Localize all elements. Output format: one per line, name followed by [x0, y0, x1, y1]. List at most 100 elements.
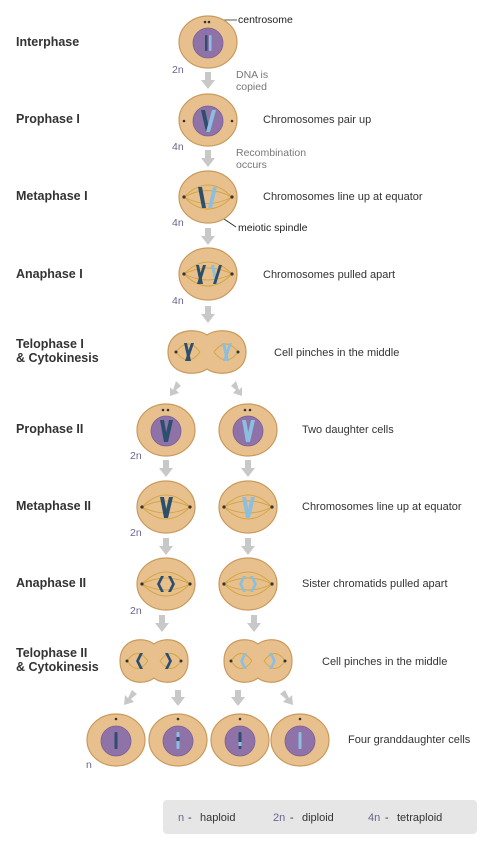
arrows [124, 72, 293, 706]
spindle-fiber [230, 653, 253, 662]
stage-label-metaphase-2: Metaphase II [16, 499, 91, 513]
cell-granddaughter-3 [210, 713, 270, 767]
arrow-down [247, 615, 261, 632]
legend-text-haploid: haploid [200, 812, 235, 824]
centrosome [207, 20, 211, 24]
cell-metaphase-2-left [136, 480, 196, 534]
centrosome [125, 659, 129, 663]
centrosome [222, 505, 226, 509]
spindle-fiber [183, 196, 233, 204]
centrosome [236, 350, 240, 354]
spindle-fiber [263, 660, 286, 669]
cell-prophase-2-right [218, 403, 278, 457]
stage-label-anaphase-2: Anaphase II [16, 576, 86, 590]
callouts: centrosome meiotic spindle [217, 14, 308, 234]
chromosome [164, 497, 173, 518]
spindle-fiber [183, 196, 233, 210]
cell-telophase-2-right [223, 639, 293, 683]
cell-prophase-1 [178, 93, 238, 147]
chromosome [198, 187, 206, 208]
centrosome [114, 717, 118, 721]
arrow-down [201, 228, 215, 245]
cell-body [178, 247, 238, 301]
centrosome [176, 717, 180, 721]
stage-label-telophase-2: Telophase II [16, 646, 87, 660]
centrosome [230, 195, 234, 199]
arrow-split-left [231, 690, 245, 706]
stage-label-cytokinesis-1: & Cytokinesis [16, 351, 99, 365]
stage-labels: Interphase Prophase I Metaphase I Anapha… [16, 35, 99, 674]
ploidy-metaphase-1: 4n [172, 217, 184, 229]
arrow-down [159, 538, 173, 555]
spindle-fiber [263, 653, 286, 662]
chromosome [223, 343, 232, 361]
arrow-split-left [170, 381, 181, 396]
spindle-fiber [141, 506, 191, 520]
centrosome [140, 582, 144, 586]
spindle-fiber [183, 261, 233, 275]
arrow-split-right [171, 690, 185, 706]
spindle-fiber [183, 184, 233, 198]
spindle-fiber [141, 583, 191, 597]
cell-anaphase-2-right [218, 557, 278, 611]
ploidy-granddaughter: n [86, 759, 92, 771]
annotations: DNA is copied Recombination occurs [236, 69, 306, 171]
arrow-down [201, 306, 215, 323]
spindle-fiber [223, 583, 273, 591]
chromatid [157, 576, 164, 592]
chromosome [246, 497, 255, 518]
centrosome [182, 195, 186, 199]
spindle-fiber [183, 190, 233, 198]
cell-body [136, 480, 196, 534]
centrosome [243, 408, 247, 412]
spindle-fiber [141, 494, 191, 508]
arrow-down [241, 538, 255, 555]
legend-symbol-diploid: 2n [273, 812, 285, 824]
cell-body [218, 480, 278, 534]
spindle-fiber [141, 500, 191, 508]
stage-label-cytokinesis-2: & Cytokinesis [16, 660, 99, 674]
legend-separator: - [290, 812, 294, 824]
chromosome [246, 420, 255, 442]
centrosome [203, 20, 207, 24]
chromosome-band [238, 742, 242, 746]
cell-metaphase-2-right [218, 480, 278, 534]
chromosome [213, 265, 222, 284]
desc-prophase-2: Two daughter cells [302, 424, 394, 436]
spindle-fiber [126, 653, 149, 662]
ploidy-prophase-2: 2n [130, 450, 142, 462]
desc-telophase-2: Cell pinches in the middle [322, 656, 447, 668]
desc-telophase-1: Cell pinches in the middle [274, 347, 399, 359]
chromatid [165, 653, 172, 669]
legend-symbol-tetraploid: 4n [368, 812, 380, 824]
legend-symbol-haploid: n [178, 812, 184, 824]
chromosome [238, 732, 242, 749]
chromosome [114, 732, 118, 749]
stage-descriptions: Chromosomes pair up Chromosomes line up … [263, 114, 471, 746]
legend-text-diploid: diploid [302, 812, 334, 824]
legend-box [163, 800, 477, 834]
stage-label-anaphase-1: Anaphase I [16, 267, 83, 281]
centrosome [182, 119, 186, 123]
centrosome [298, 717, 302, 721]
chromatid [240, 653, 247, 669]
cell-interphase [178, 15, 238, 69]
annotation-recombination-line2: occurs [236, 159, 267, 171]
chromatid [250, 576, 257, 592]
arrow-split-left [124, 690, 137, 705]
spindle-fiber [223, 494, 273, 508]
chromosome [164, 420, 173, 442]
spindle-fiber [141, 571, 191, 585]
centrosome [230, 272, 234, 276]
ploidy-prophase-1: 4n [172, 141, 184, 153]
legend-text-tetraploid: tetraploid [397, 812, 442, 824]
chromatid [136, 653, 143, 669]
ploidy-interphase: 2n [172, 64, 184, 76]
spindle-fiber [183, 273, 233, 287]
cell-granddaughter-1 [86, 713, 146, 767]
spindle-fiber [223, 506, 273, 520]
cell-anaphase-1 [178, 247, 238, 301]
legend-separator: - [188, 812, 192, 824]
arrow-down [201, 150, 215, 167]
